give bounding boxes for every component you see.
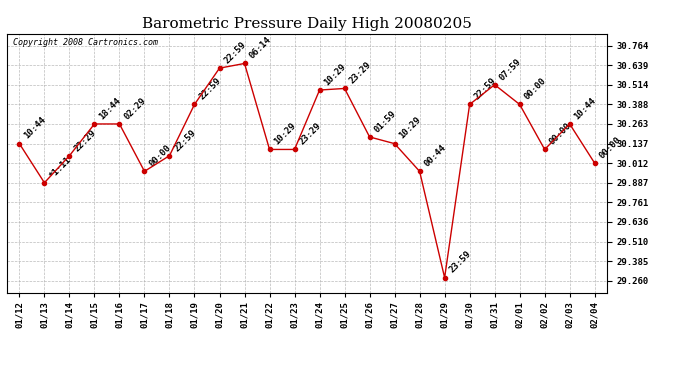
Text: 23:29: 23:29	[347, 60, 373, 86]
Text: 10:29: 10:29	[322, 62, 348, 87]
Text: Copyright 2008 Cartronics.com: Copyright 2008 Cartronics.com	[13, 38, 158, 46]
Text: 10:44: 10:44	[22, 116, 48, 141]
Title: Barometric Pressure Daily High 20080205: Barometric Pressure Daily High 20080205	[142, 17, 472, 31]
Text: 10:29: 10:29	[273, 121, 297, 147]
Text: 23:29: 23:29	[297, 121, 323, 147]
Text: 02:29: 02:29	[122, 96, 148, 121]
Text: 06:14: 06:14	[247, 35, 273, 61]
Text: 22:59: 22:59	[172, 128, 197, 153]
Text: 00:44: 00:44	[422, 143, 448, 168]
Text: 01:59: 01:59	[373, 109, 397, 134]
Text: 18:44: 18:44	[97, 96, 123, 121]
Text: 00:00: 00:00	[547, 121, 573, 147]
Text: 22:59: 22:59	[473, 76, 497, 102]
Text: *1:11: *1:11	[47, 154, 72, 180]
Text: 10:29: 10:29	[397, 116, 423, 141]
Text: 22:29: 22:29	[72, 128, 97, 153]
Text: 22:59: 22:59	[197, 76, 223, 102]
Text: 00:00: 00:00	[147, 143, 172, 168]
Text: 00:00: 00:00	[522, 76, 548, 102]
Text: 00:00: 00:00	[598, 135, 623, 160]
Text: 07:59: 07:59	[497, 57, 523, 82]
Text: 23:59: 23:59	[447, 249, 473, 275]
Text: 22:59: 22:59	[222, 40, 248, 65]
Text: 10:44: 10:44	[573, 96, 598, 121]
